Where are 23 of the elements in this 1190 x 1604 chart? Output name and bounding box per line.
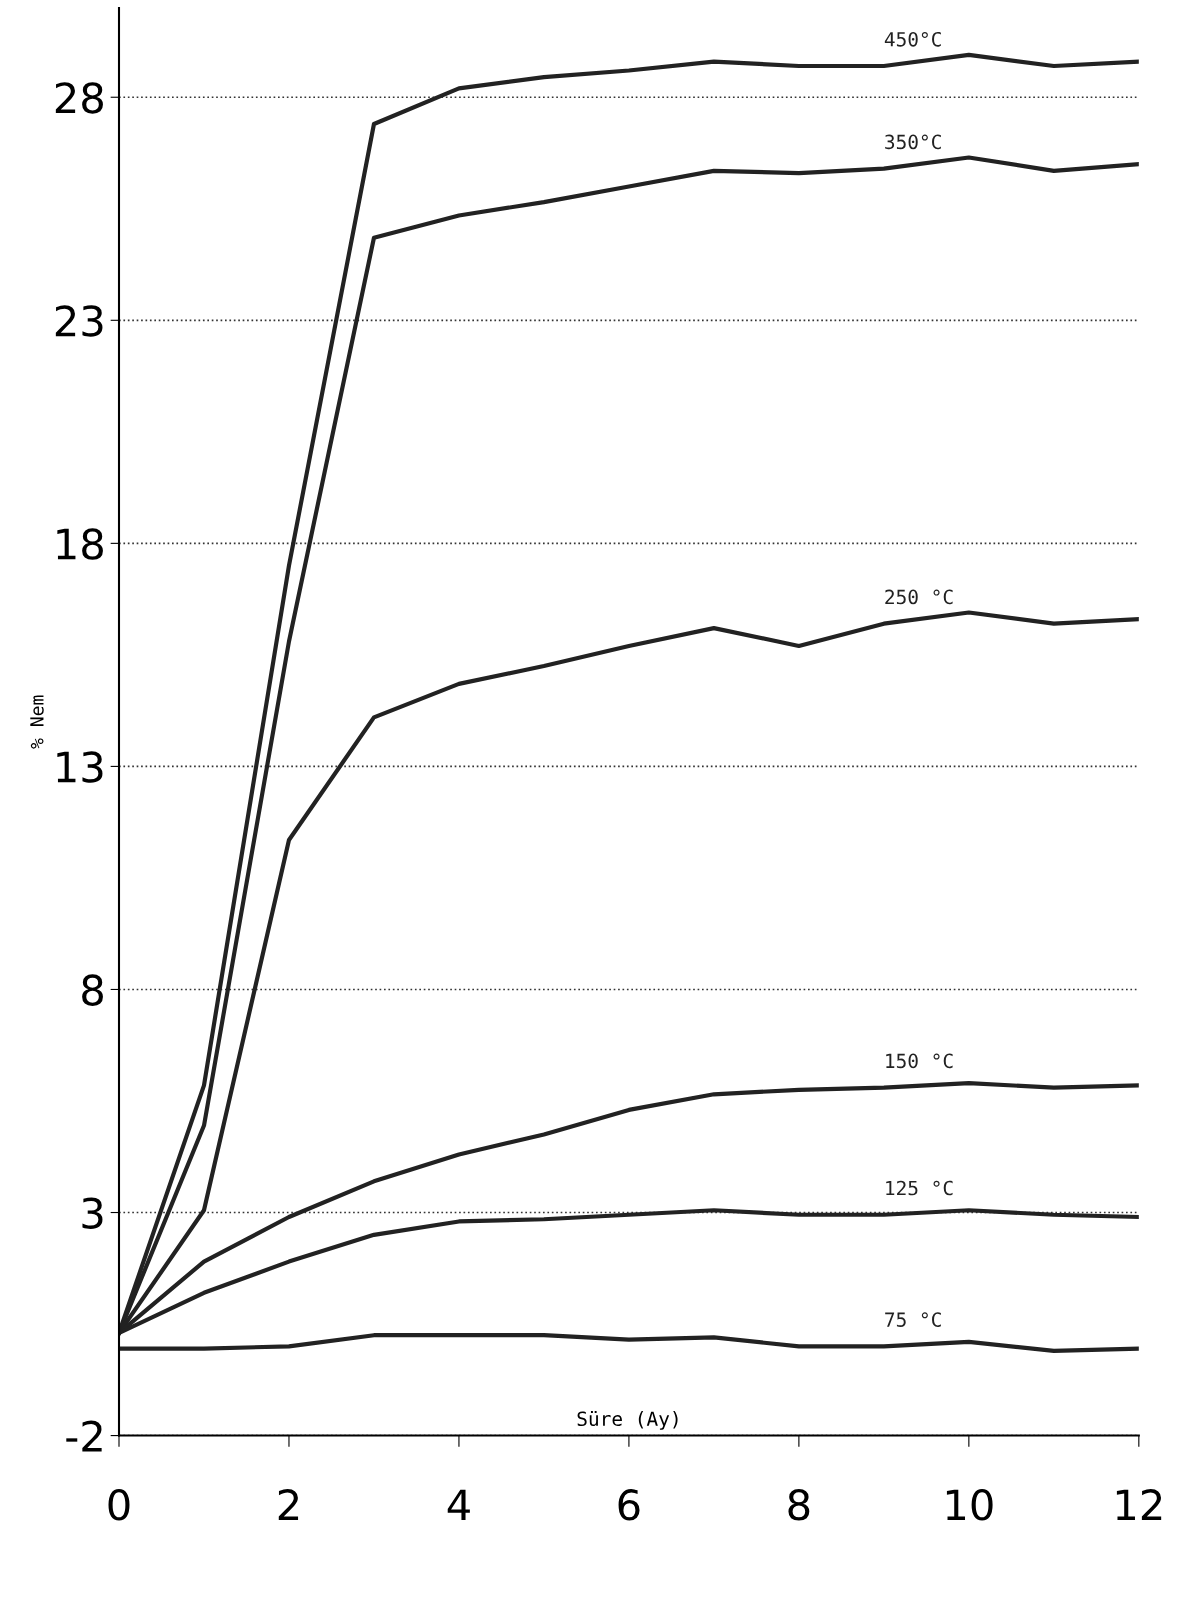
y-tick-label: 8 bbox=[82, 974, 103, 1006]
x-tick-label: 4 bbox=[447, 1489, 470, 1521]
x-tick-label: 6 bbox=[618, 1489, 640, 1521]
series-label: 250 °C bbox=[885, 589, 953, 605]
series-label: 125 °C bbox=[886, 1180, 953, 1196]
x-axis-title: Süre (Ay) bbox=[577, 1411, 678, 1430]
series-label: 150 °C bbox=[886, 1053, 953, 1069]
x-tick-label: 8 bbox=[788, 1489, 810, 1521]
series-label: 450°C bbox=[884, 31, 941, 47]
y-tick-label: 3 bbox=[82, 1197, 103, 1229]
line-series bbox=[119, 1333, 1139, 1353]
x-tick-label: 0 bbox=[108, 1489, 130, 1521]
series-label: 350°C bbox=[885, 134, 941, 150]
x-tick-label: 12 bbox=[1116, 1489, 1162, 1521]
y-tick-label: 28 bbox=[55, 82, 103, 114]
y-tick-label: 18 bbox=[57, 528, 103, 560]
y-tick-label: -2 bbox=[66, 1420, 102, 1452]
y-axis-title: % Nem bbox=[30, 695, 44, 749]
x-tick-label: 2 bbox=[278, 1489, 299, 1521]
x-tick-label: 10 bbox=[946, 1489, 993, 1521]
y-tick-label: 13 bbox=[57, 751, 103, 783]
y-tick-label: 23 bbox=[55, 305, 103, 337]
series-label: 75 °C bbox=[885, 1312, 941, 1327]
